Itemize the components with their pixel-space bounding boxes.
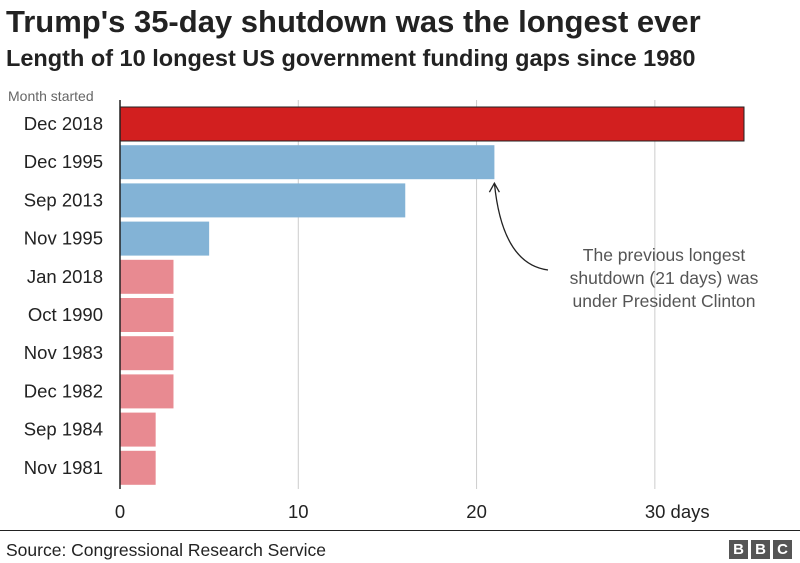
x-tick-label: 0 bbox=[115, 501, 125, 522]
bar bbox=[120, 259, 174, 294]
bar bbox=[120, 336, 174, 371]
category-label: Dec 1995 bbox=[24, 151, 103, 172]
x-tick-label: 10 bbox=[288, 501, 309, 522]
bar bbox=[120, 298, 174, 332]
category-label: Nov 1983 bbox=[24, 342, 103, 363]
annotation-text: The previous longest bbox=[583, 245, 746, 265]
annotation-text: under President Clinton bbox=[573, 291, 756, 311]
category-label: Jan 2018 bbox=[27, 266, 103, 287]
category-label: Sep 2013 bbox=[24, 189, 103, 210]
bbc-logo-letter: B bbox=[729, 540, 748, 559]
footer-divider bbox=[0, 530, 800, 531]
bar bbox=[120, 183, 406, 218]
arrowhead-icon bbox=[488, 181, 500, 193]
category-label: Dec 1982 bbox=[24, 380, 103, 401]
bar bbox=[120, 145, 495, 180]
x-tick-label: 30 days bbox=[645, 501, 710, 522]
category-label: Sep 1984 bbox=[24, 419, 103, 440]
x-tick-label: 20 bbox=[466, 501, 487, 522]
bbc-logo: B B C bbox=[729, 540, 792, 559]
annotation-arrow bbox=[493, 183, 549, 271]
bar bbox=[120, 412, 156, 447]
annotation-text: shutdown (21 days) was bbox=[570, 268, 759, 288]
source-note: Source: Congressional Research Service bbox=[6, 540, 327, 560]
bar bbox=[119, 106, 745, 142]
bar bbox=[120, 374, 174, 409]
chart-subtitle: Length of 10 longest US government fundi… bbox=[6, 45, 696, 71]
category-label: Nov 1995 bbox=[24, 228, 103, 249]
bar bbox=[120, 450, 156, 485]
y-axis-title: Month started bbox=[8, 88, 94, 104]
bbc-logo-letter: B bbox=[751, 540, 770, 559]
bar-chart: Month started Dec 2018 Dec 1995 Sep 2013 Nov… bbox=[8, 88, 759, 522]
bar bbox=[120, 221, 210, 256]
bbc-logo-letter: C bbox=[773, 540, 792, 559]
chart-title: Trump's 35-day shutdown was the longest … bbox=[6, 4, 701, 39]
category-label: Dec 2018 bbox=[24, 113, 103, 134]
category-label: Nov 1981 bbox=[24, 457, 103, 478]
category-label: Oct 1990 bbox=[28, 304, 103, 325]
